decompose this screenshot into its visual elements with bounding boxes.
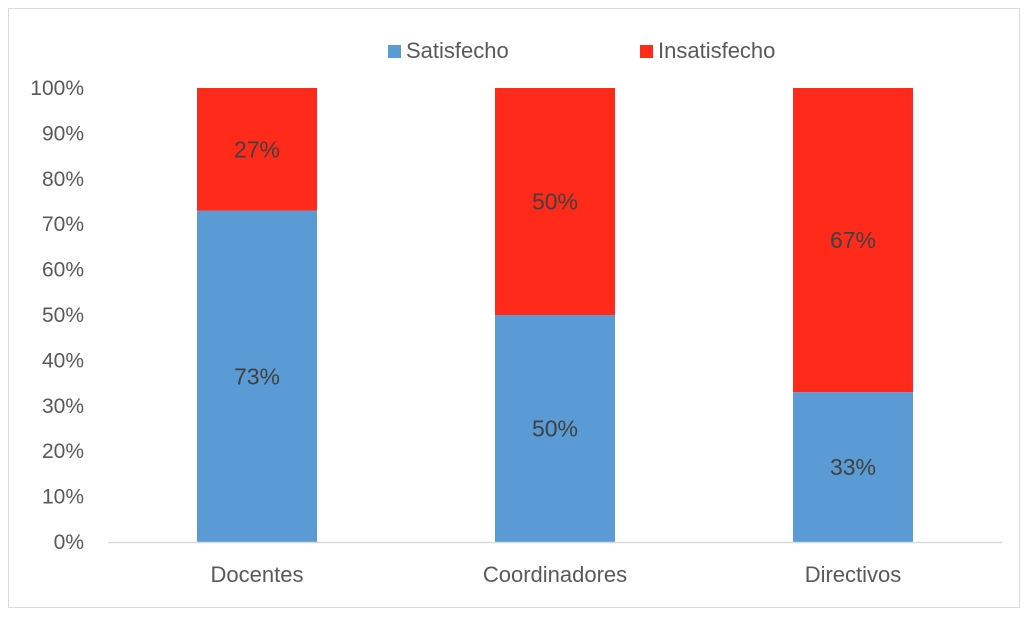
bar-docentes-insatisfecho [197,88,317,211]
legend: Satisfecho Insatisfecho [388,38,775,63]
y-tick-label: 20% [42,440,84,463]
y-tick-label: 40% [42,349,84,372]
legend-label-satisfecho: Satisfecho [406,38,509,63]
x-category-label: Directivos [805,562,902,587]
bar-directivos-satisfecho [793,392,913,542]
data-label-docentes-satisfecho: 73% [234,363,280,389]
x-category-label: Coordinadores [483,562,627,587]
bars: 73% 27% 50% 50% 33% 67% [197,88,913,542]
legend-swatch-satisfecho [388,45,401,58]
y-tick-label: 50% [42,304,84,327]
x-category-label: Docentes [211,562,304,587]
bar-coordinadores-satisfecho [495,315,615,542]
legend-label-insatisfecho: Insatisfecho [658,38,775,63]
y-tick-label: 70% [42,213,84,236]
y-tick-label: 0% [54,531,84,554]
data-label-directivos-satisfecho: 33% [830,454,876,480]
data-label-coordinadores-satisfecho: 50% [532,416,578,442]
y-tick-label: 80% [42,168,84,191]
data-label-directivos-insatisfecho: 67% [830,227,876,253]
data-label-docentes-insatisfecho: 27% [234,136,280,162]
y-tick-label: 30% [42,395,84,418]
y-tick-label: 10% [42,486,84,509]
bar-docentes-satisfecho [197,210,317,542]
y-tick-label: 60% [42,259,84,282]
y-axis: 0% 10% 20% 30% 40% 50% 60% 70% 80% 90% 100% [30,77,84,554]
y-tick-label: 90% [42,122,84,145]
data-label-coordinadores-insatisfecho: 50% [532,189,578,215]
x-axis: Docentes Coordinadores Directivos [108,541,1002,587]
bar-directivos-insatisfecho [793,88,913,393]
bar-coordinadores-insatisfecho [495,88,615,315]
legend-swatch-insatisfecho [640,45,653,58]
y-tick-label: 100% [30,77,84,100]
